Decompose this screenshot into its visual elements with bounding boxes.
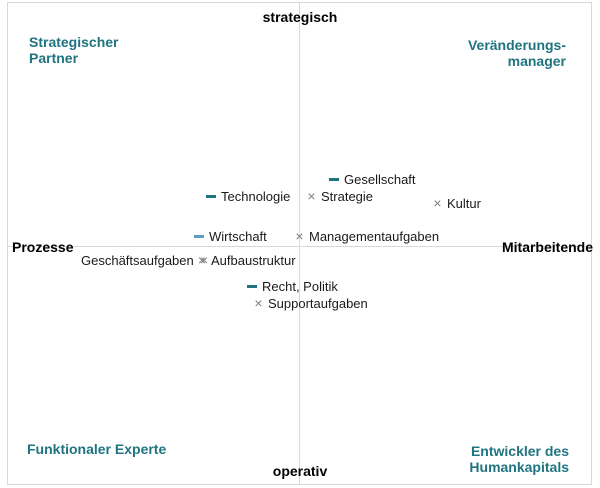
- axis-label-bottom: operativ: [272, 463, 328, 479]
- point-label: Strategie: [321, 189, 374, 204]
- point-label: Supportaufgaben: [268, 296, 368, 311]
- axis-label-top: strategisch: [262, 9, 338, 25]
- point-gesellschaft: Gesellschaft: [329, 172, 416, 188]
- axis-label-right: Mitarbeitende: [501, 239, 593, 255]
- gray-x-marker: ×: [433, 195, 442, 211]
- quadrant-label-line: Humankapitals: [469, 459, 569, 475]
- teal-dash-marker: [206, 195, 216, 199]
- teal-dash-marker: [329, 178, 339, 182]
- quadrant-label-line: Partner: [29, 50, 79, 66]
- quadrant-label-line: Funktionaler Experte: [27, 441, 167, 457]
- point-managementaufgaben: × Managementaufgaben: [294, 228, 439, 245]
- light-blue-dash-marker: [194, 235, 204, 239]
- gray-x-marker: ×: [254, 295, 263, 311]
- quadrant-label-bottom-left: Funktionaler Experte: [27, 441, 166, 457]
- point-wirtschaft: Wirtschaft: [194, 229, 267, 245]
- vertical-axis: [299, 2, 300, 485]
- quadrant-label-line: manager: [507, 53, 566, 69]
- point-label: Recht, Politik: [262, 279, 338, 294]
- point-label: Managementaufgaben: [309, 229, 440, 244]
- double-x-marker: ××: [197, 252, 208, 268]
- quadrant-label-line: Veränderungs-: [467, 37, 566, 53]
- quadrant-label-bottom-right: Entwickler des Humankapitals: [469, 443, 569, 475]
- point-recht-politik: Recht, Politik: [247, 279, 338, 295]
- quadrant-label-top-left: Strategischer Partner: [29, 34, 118, 66]
- quadrant-label-line: Strategischer: [29, 34, 119, 50]
- point-label: Technologie: [221, 189, 291, 204]
- point-geschaeftsaufgaben: Geschäftsaufgaben: [81, 253, 194, 269]
- quadrant-label-top-right: Veränderungs- manager: [468, 37, 566, 69]
- point-kultur: × Kultur: [432, 195, 481, 212]
- gray-x-marker: ×: [295, 228, 304, 244]
- quadrant-label-line: Entwickler des: [470, 443, 569, 459]
- point-aufbaustruktur: ×× Aufbaustruktur: [193, 252, 296, 269]
- point-label: Gesellschaft: [344, 172, 416, 187]
- point-strategie: × Strategie: [306, 188, 373, 205]
- point-technologie: Technologie: [206, 189, 290, 205]
- teal-dash-marker: [247, 285, 257, 289]
- point-label: Wirtschaft: [209, 229, 267, 244]
- point-supportaufgaben: × Supportaufgaben: [253, 295, 368, 312]
- gray-x-marker: ×: [307, 188, 316, 204]
- point-label: Aufbaustruktur: [211, 253, 296, 268]
- axis-label-left: Prozesse: [12, 239, 74, 255]
- point-label: Kultur: [447, 196, 481, 211]
- point-label: Geschäftsaufgaben: [81, 253, 194, 268]
